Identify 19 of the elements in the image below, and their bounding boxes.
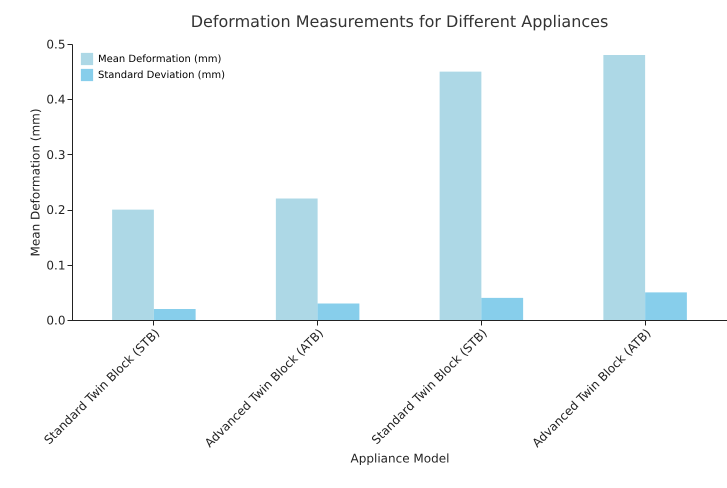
y-axis-title: Mean Deformation (mm) [28,108,42,257]
bar [603,55,646,320]
bar [481,298,524,320]
x-axis-title: Appliance Model [350,451,450,466]
bar [645,292,687,320]
y-tick-label: 0.3 [46,148,66,162]
bar [440,72,482,320]
bar [154,308,196,320]
y-tick-label: 0.2 [46,203,66,218]
bar [276,198,318,320]
legend-label: Mean Deformation (mm) [98,54,222,65]
y-tick-label: 0.0 [46,314,66,328]
y-tick-label: 0.4 [46,92,66,107]
y-tick-label: 0.1 [46,258,66,272]
y-tick-label: 0.5 [46,38,66,52]
legend-label: Standard Deviation (mm) [98,70,226,81]
bar [318,303,360,320]
chart-title: Deformation Measurements for Different Appliances [190,12,608,31]
bar [112,210,154,320]
